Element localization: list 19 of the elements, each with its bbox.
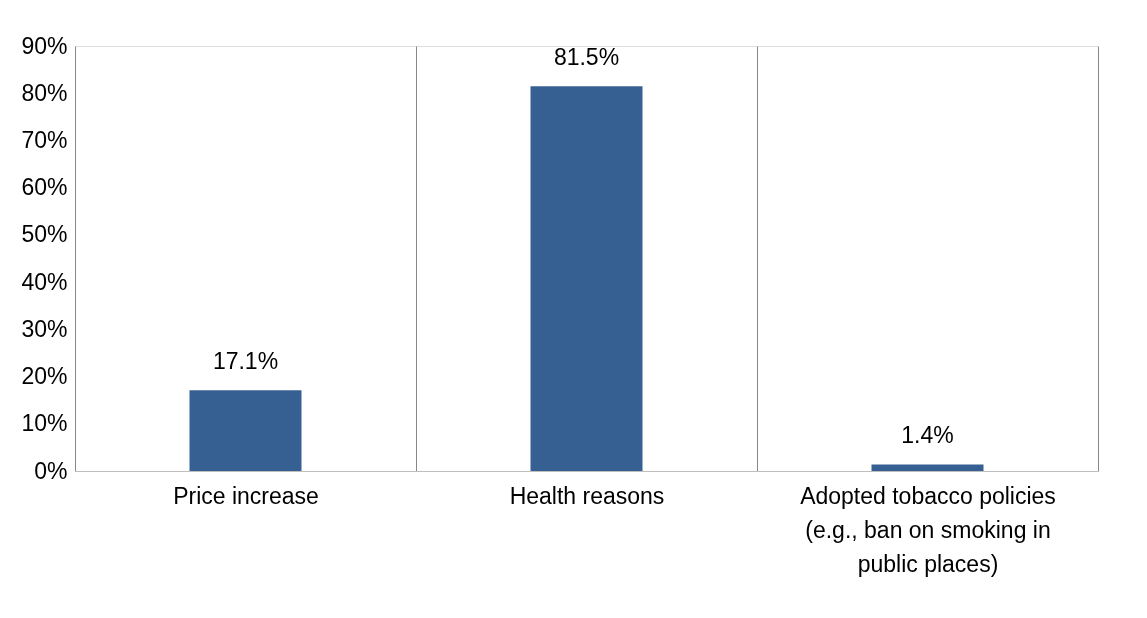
data-label: 17.1% xyxy=(212,348,279,375)
x-tick-label: Adopted tobacco policies (e.g., ban on smoking in public places) xyxy=(800,482,1056,577)
y-tick-label: 70% xyxy=(21,126,68,153)
y-tick-label: 90% xyxy=(21,32,68,59)
bar xyxy=(871,464,984,471)
x-tick-label: Price increase xyxy=(173,482,319,509)
y-tick-label: 20% xyxy=(21,363,68,390)
y-tick-label: 30% xyxy=(21,315,68,342)
x-tick-label: Health reasons xyxy=(509,482,665,509)
data-label: 81.5% xyxy=(553,44,620,71)
y-tick-label: 0% xyxy=(34,457,68,484)
data-label: 1.4% xyxy=(901,422,954,449)
bar xyxy=(530,86,643,471)
y-tick-label: 40% xyxy=(21,268,68,295)
y-tick-label: 50% xyxy=(21,221,68,248)
y-tick-label: 10% xyxy=(21,410,68,437)
bar xyxy=(189,390,302,471)
y-tick-label: 60% xyxy=(21,174,68,201)
y-tick-label: 80% xyxy=(21,79,68,106)
